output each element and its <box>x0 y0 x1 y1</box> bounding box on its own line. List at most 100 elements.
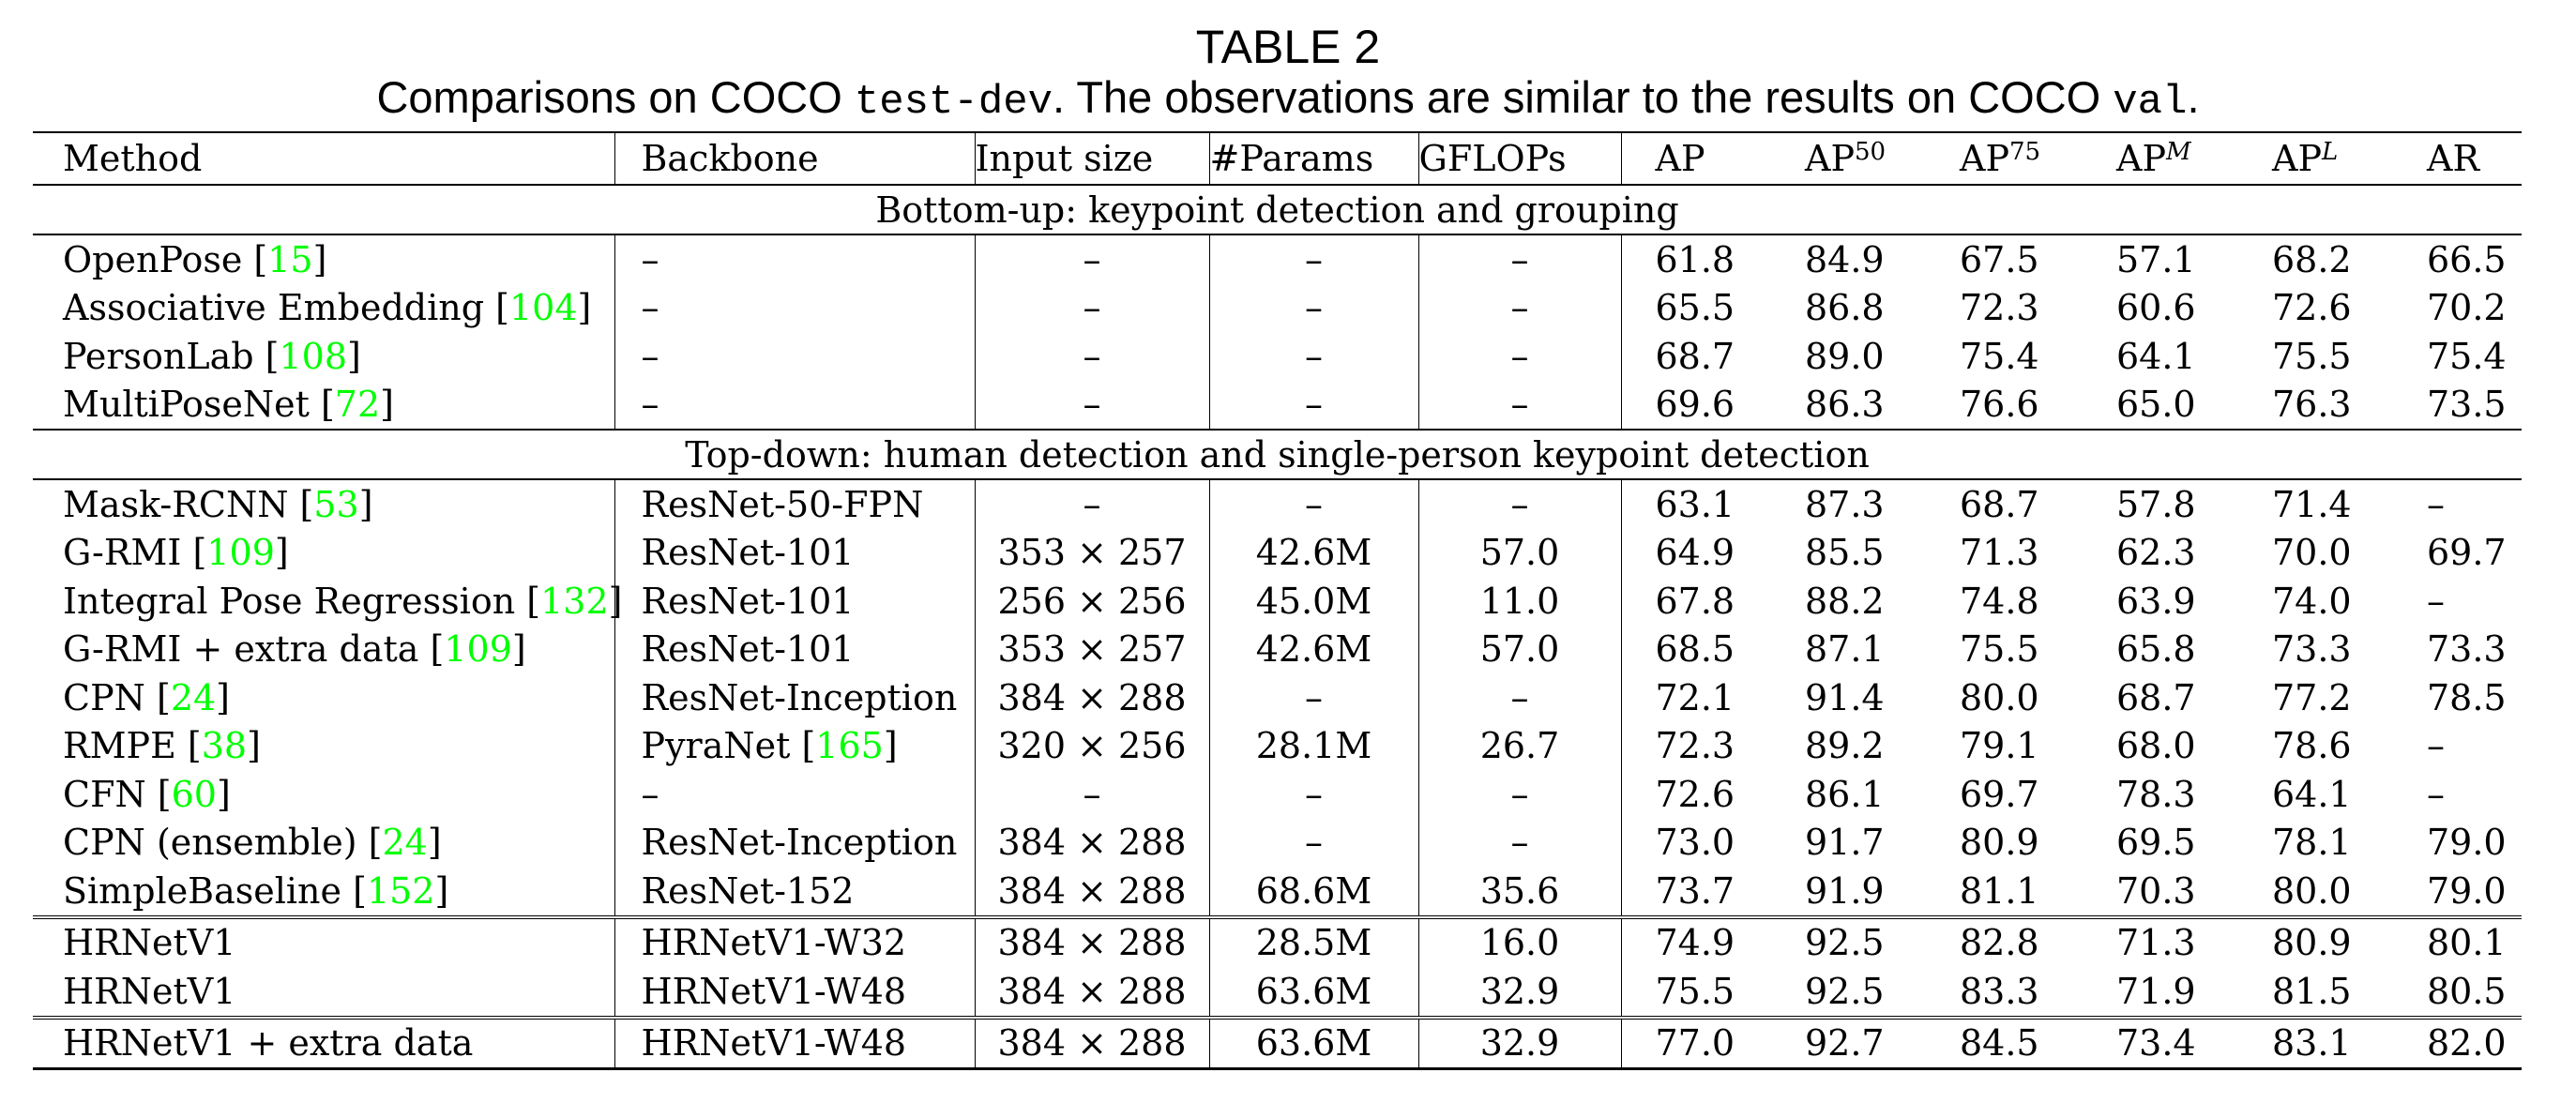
cell-gflops: 26.7 <box>1417 721 1621 770</box>
cell-backbone: – <box>614 380 975 430</box>
cell-ap50: 92.7 <box>1805 1022 1885 1065</box>
citation-link[interactable]: 152 <box>366 869 435 912</box>
cell-input: 353 × 257 <box>974 625 1209 673</box>
citation-link[interactable]: 165 <box>815 725 884 767</box>
cell-ap50: 91.4 <box>1805 676 1885 718</box>
cell-ar: 78.5 <box>2427 676 2507 718</box>
results-table: Method Backbone Input size #Params GFLOP… <box>33 131 2522 1070</box>
cell-apl: 77.2 <box>2272 676 2352 718</box>
citation-link[interactable]: 38 <box>201 725 248 767</box>
citation-link[interactable]: 109 <box>444 628 512 671</box>
cell-apl: 70.0 <box>2272 532 2352 574</box>
cell-apm: 78.3 <box>2116 773 2196 815</box>
cell-ar: 80.1 <box>2427 922 2507 964</box>
citation-link[interactable]: 72 <box>334 384 381 426</box>
cell-method: Integral Pose Regression [132] <box>63 580 623 622</box>
cell-apm: 57.8 <box>2116 483 2196 525</box>
cell-input: – <box>974 283 1209 332</box>
cell-apl: 76.3 <box>2272 384 2352 426</box>
cell-method: CPN [24] <box>63 676 230 718</box>
citation-link[interactable]: 15 <box>267 238 313 280</box>
cell-apm: 65.0 <box>2116 384 2196 426</box>
citation-link[interactable]: 24 <box>382 822 428 864</box>
header-ap: AP <box>1620 132 1771 185</box>
cell-ap75: 72.3 <box>1960 287 2039 329</box>
cell-ar: 82.0 <box>2427 1022 2507 1065</box>
cell-params: – <box>1208 818 1418 867</box>
cell-ap50: 92.5 <box>1805 922 1885 964</box>
cell-input: 384 × 288 <box>974 916 1209 967</box>
table-row: G-RMI + extra data [109] ResNet-101 353 × … <box>33 625 2522 673</box>
cell-ar: 79.0 <box>2427 822 2507 864</box>
citation-link[interactable]: 24 <box>170 676 217 718</box>
cell-ap: 73.0 <box>1620 818 1771 867</box>
cell-input: 384 × 288 <box>974 867 1209 917</box>
cell-ap: 68.5 <box>1620 625 1771 673</box>
caption-code-val: val <box>2113 79 2188 126</box>
cell-ar: 75.4 <box>2427 335 2507 377</box>
citation-link[interactable]: 104 <box>508 287 578 329</box>
cell-gflops: 16.0 <box>1417 916 1621 967</box>
cell-gflops: 11.0 <box>1417 577 1621 626</box>
caption-text-3: . <box>2187 72 2200 122</box>
cell-backbone: ResNet-101 <box>614 577 975 626</box>
cell-apm: 63.9 <box>2116 580 2196 622</box>
cell-apl: 72.6 <box>2272 287 2352 329</box>
cell-backbone: – <box>614 770 975 819</box>
header-backbone: Backbone <box>614 132 975 185</box>
table-row: CPN [24] ResNet-Inception 384 × 288– –72.1 9… <box>33 673 2522 722</box>
cell-ap50: 91.9 <box>1805 869 1885 912</box>
cell-params: 42.6M <box>1208 625 1418 673</box>
cell-params: – <box>1208 770 1418 819</box>
citation-link[interactable]: 60 <box>171 773 217 815</box>
cell-apl: 80.9 <box>2272 922 2352 964</box>
cell-ap: 67.8 <box>1620 577 1771 626</box>
citation-link[interactable]: 108 <box>279 335 348 377</box>
cell-ap75: 75.4 <box>1960 335 2039 377</box>
cell-ap: 74.9 <box>1620 916 1771 967</box>
cell-params: – <box>1208 673 1418 722</box>
cell-ar: 69.7 <box>2427 532 2507 574</box>
table-row: OpenPose [15] – – – –61.8 84.9 67.5 57.1 68.2 66.… <box>33 234 2522 284</box>
table-caption: Comparisons on COCO test-dev. The observ… <box>0 71 2576 128</box>
cell-input: 353 × 257 <box>974 528 1209 577</box>
citation-link[interactable]: 53 <box>313 483 359 525</box>
cell-method: HRNetV1 + extra data <box>63 1022 474 1065</box>
table-row: HRNetV1 HRNetV1-W48 384 × 288 63.6M 32.9 75.5… <box>33 967 2522 1018</box>
cell-ap75: 69.7 <box>1960 773 2039 815</box>
cell-input: – <box>974 234 1209 284</box>
cell-ap50: 84.9 <box>1805 238 1885 280</box>
cell-params: – <box>1208 234 1418 284</box>
cell-method: Mask-RCNN [53] <box>63 483 373 525</box>
cell-apl: 75.5 <box>2272 335 2352 377</box>
table-row: RMPE [38] PyraNet [165] 320 × 256 28.1M 26.7… <box>33 721 2522 770</box>
cell-gflops: 57.0 <box>1417 625 1621 673</box>
cell-gflops: 35.6 <box>1417 867 1621 917</box>
cell-apm: 65.8 <box>2116 628 2196 671</box>
citation-link[interactable]: 132 <box>540 580 609 622</box>
cell-apl: 80.0 <box>2272 869 2352 912</box>
cell-backbone: – <box>614 234 975 284</box>
header-apm: APM <box>2116 138 2191 179</box>
cell-gflops: – <box>1417 234 1621 284</box>
cell-ap75: 81.1 <box>1960 869 2039 912</box>
cell-gflops: – <box>1417 380 1621 430</box>
cell-apm: 62.3 <box>2116 532 2196 574</box>
cell-apm: 71.3 <box>2116 922 2196 964</box>
cell-input: 256 × 256 <box>974 577 1209 626</box>
cell-input: 384 × 288 <box>974 967 1209 1018</box>
cell-params: 63.6M <box>1208 1017 1418 1069</box>
cell-gflops: – <box>1417 818 1621 867</box>
cell-ap75: 71.3 <box>1960 532 2039 574</box>
cell-ap50: 86.8 <box>1805 287 1885 329</box>
citation-link[interactable]: 109 <box>206 532 275 574</box>
cell-params: – <box>1208 380 1418 430</box>
cell-method: G-RMI + extra data [109] <box>63 628 526 671</box>
cell-backbone: HRNetV1-W32 <box>614 916 975 967</box>
cell-backbone: ResNet-50-FPN <box>614 479 975 529</box>
cell-input: 320 × 256 <box>974 721 1209 770</box>
cell-ap50: 86.3 <box>1805 384 1885 426</box>
cell-ap75: 75.5 <box>1960 628 2039 671</box>
cell-params: 68.6M <box>1208 867 1418 917</box>
table-body: Bottom-up: keypoint detection and groupi… <box>33 185 2522 1069</box>
